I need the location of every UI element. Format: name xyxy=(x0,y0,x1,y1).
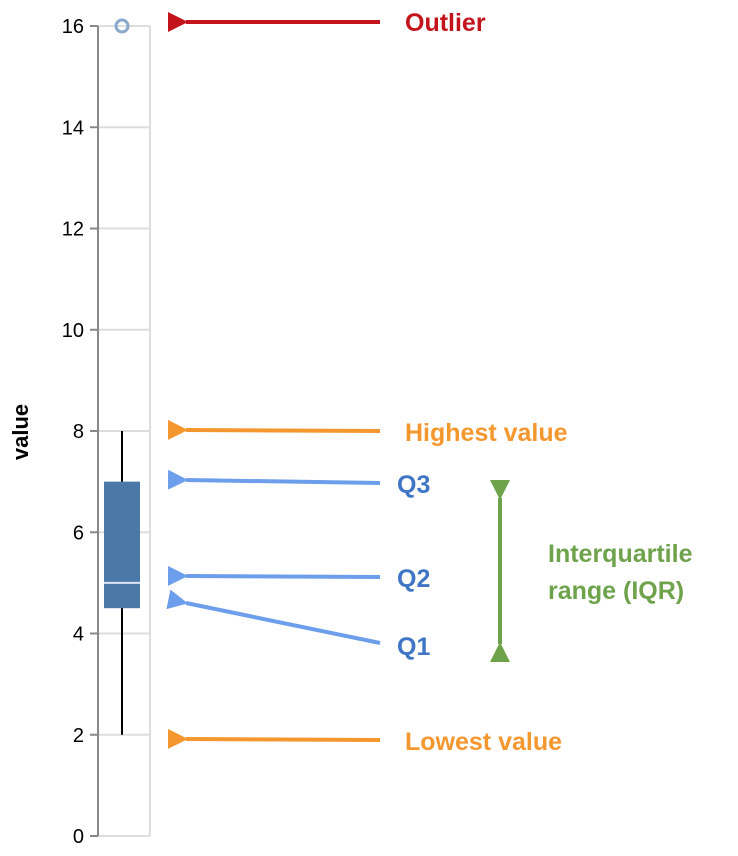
q3-label: Q3 xyxy=(397,471,430,499)
q1-label: Q1 xyxy=(397,633,430,661)
y-tick-label: 2 xyxy=(73,725,84,747)
y-tick-label: 0 xyxy=(73,826,84,848)
highest-value-label: Highest value xyxy=(405,419,568,447)
y-tick-label: 4 xyxy=(73,624,84,646)
iqr-label-line2: range (IQR) xyxy=(548,577,684,605)
y-tick-label: 6 xyxy=(73,522,84,544)
y-tick-label: 14 xyxy=(62,117,84,139)
y-axis: 0 2 4 6 8 10 12 14 16 xyxy=(62,16,99,848)
outlier-point xyxy=(114,18,130,34)
y-tick-label: 12 xyxy=(62,219,84,241)
q1-arrow xyxy=(166,589,381,645)
y-tick-label: 16 xyxy=(62,16,84,38)
q2-arrow xyxy=(167,565,381,586)
iqr-box xyxy=(104,481,140,609)
iqr-label-line1: Interquartile xyxy=(548,540,693,568)
y-tick-label: 8 xyxy=(73,421,84,443)
q3-arrow xyxy=(167,469,381,490)
lowest-value-arrow xyxy=(167,728,381,749)
y-axis-title: value xyxy=(8,404,33,460)
highest-value-arrow xyxy=(167,419,381,440)
lowest-value-label: Lowest value xyxy=(405,728,562,756)
outlier-label: Outlier xyxy=(405,9,486,37)
y-tick-label: 10 xyxy=(62,320,84,342)
grid xyxy=(98,25,151,837)
annotations: Outlier Highest value Q3 Q2 Q1 Interquar… xyxy=(166,9,693,756)
box-plot xyxy=(104,18,140,735)
q2-label: Q2 xyxy=(397,565,430,593)
